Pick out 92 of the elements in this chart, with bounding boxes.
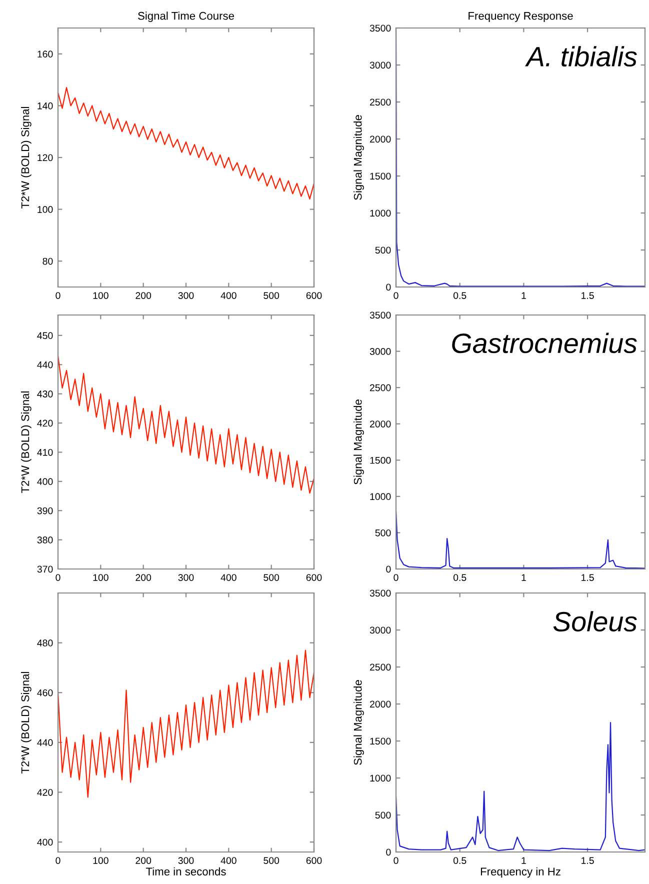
chart-title: Frequency Response xyxy=(468,12,573,22)
annotation: A. tibialis xyxy=(525,46,637,67)
x-tick-label: 500 xyxy=(264,292,280,299)
y-tick-label: 1000 xyxy=(370,493,391,500)
y-tick-label: 380 xyxy=(37,536,53,544)
y-tick-label: 140 xyxy=(38,102,53,110)
x-tick-label: 0.5 xyxy=(453,857,466,864)
x-tick-label: 500 xyxy=(264,857,280,864)
x-tick-label: 200 xyxy=(136,292,152,299)
y-tick-label: 1500 xyxy=(370,456,391,464)
y-tick-label: 80 xyxy=(42,258,53,265)
x-tick-label: 0 xyxy=(56,574,60,581)
x-tick-label: 100 xyxy=(93,574,108,581)
x-tick-label: 600 xyxy=(306,292,322,299)
x-tick-label: 300 xyxy=(178,574,194,581)
x-tick-label: 600 xyxy=(306,857,322,864)
y-tick-label: 420 xyxy=(37,420,53,427)
x-tick-label: 0 xyxy=(56,292,60,299)
y-tick-label: 370 xyxy=(37,566,53,573)
y-tick-label: 460 xyxy=(37,689,53,696)
x-tick-label: 1 xyxy=(522,574,526,581)
x-tick-label: 0.5 xyxy=(453,292,466,299)
y-tick-label: 2500 xyxy=(370,664,391,671)
y-tick-label: 500 xyxy=(375,812,391,819)
x-tick-label: 300 xyxy=(178,292,194,299)
y-axis-title: T2*W (BOLD) Signal xyxy=(21,106,32,208)
y-axis-title: T2*W (BOLD) Signal xyxy=(21,391,32,493)
y-tick-label: 3500 xyxy=(370,24,391,32)
x-tick-label: 100 xyxy=(93,857,108,864)
x-tick-label: 0 xyxy=(394,574,398,581)
x-tick-label: 0 xyxy=(394,292,398,299)
y-tick-label: 480 xyxy=(37,640,53,646)
chart-title: Signal Time Course xyxy=(138,12,234,22)
y-tick-label: 2000 xyxy=(370,136,391,143)
y-tick-label: 410 xyxy=(37,448,53,456)
x-tick-label: 600 xyxy=(306,574,322,581)
x-tick-label: 0 xyxy=(394,857,398,864)
x-tick-label: 100 xyxy=(93,292,108,299)
x-tick-label: 1 xyxy=(522,292,526,299)
y-tick-label: 2000 xyxy=(370,700,391,708)
y-tick-label: 2500 xyxy=(370,98,391,106)
y-axis-title: Signal Magnitude xyxy=(354,400,364,484)
line-series xyxy=(58,355,314,494)
x-tick-label: 300 xyxy=(178,857,194,864)
x-tick-label: 1.5 xyxy=(582,292,594,299)
x-tick-label: 1.5 xyxy=(582,857,594,864)
x-tick-label: 1.5 xyxy=(582,574,594,581)
x-tick-label: 400 xyxy=(220,292,236,299)
y-tick-label: 3500 xyxy=(370,590,391,597)
y-tick-label: 0 xyxy=(386,284,391,291)
x-tick-label: 400 xyxy=(220,857,236,864)
x-tick-label: 0.5 xyxy=(453,574,466,581)
y-axis-title: Signal Magnitude xyxy=(354,680,364,765)
y-tick-label: 1000 xyxy=(370,210,391,217)
x-axis-title: Time in seconds xyxy=(146,867,226,876)
annotation: Gastrocnemius xyxy=(452,332,637,354)
x-tick-label: 0 xyxy=(56,857,60,864)
x-tick-label: 200 xyxy=(136,857,152,864)
y-tick-label: 1500 xyxy=(370,738,391,745)
y-tick-label: 0 xyxy=(386,848,391,856)
annotation: Soleus xyxy=(553,611,637,632)
y-tick-label: 160 xyxy=(38,50,53,58)
x-tick-label: 500 xyxy=(264,574,280,581)
y-tick-label: 1500 xyxy=(370,172,391,180)
y-tick-label: 2500 xyxy=(370,384,391,392)
y-tick-label: 400 xyxy=(37,478,53,486)
y-tick-label: 500 xyxy=(375,246,391,254)
line-series xyxy=(58,87,314,200)
y-tick-label: 3500 xyxy=(370,312,391,319)
y-tick-label: 440 xyxy=(37,361,53,368)
y-tick-label: 400 xyxy=(37,838,53,846)
x-tick-label: 400 xyxy=(220,574,236,581)
x-axis-title: Frequency in Hz xyxy=(480,867,560,878)
y-tick-label: 2000 xyxy=(370,420,391,428)
y-axis-title: T2*W (BOLD) Signal xyxy=(21,672,32,774)
y-tick-label: 0 xyxy=(386,566,391,573)
y-tick-label: 440 xyxy=(37,739,53,746)
y-tick-label: 420 xyxy=(37,788,53,796)
y-tick-label: 430 xyxy=(37,390,53,398)
y-axis-title: Signal Magnitude xyxy=(354,115,364,200)
y-tick-label: 3000 xyxy=(370,348,391,355)
y-tick-label: 450 xyxy=(37,332,53,340)
y-tick-label: 120 xyxy=(38,154,53,162)
y-tick-label: 3000 xyxy=(370,62,391,69)
x-tick-label: 1 xyxy=(522,857,526,864)
y-tick-label: 3000 xyxy=(370,626,391,634)
line-series xyxy=(58,650,314,798)
y-tick-label: 390 xyxy=(37,507,53,514)
x-tick-label: 200 xyxy=(136,574,152,581)
y-tick-label: 100 xyxy=(38,206,53,213)
y-tick-label: 500 xyxy=(375,529,391,536)
y-tick-label: 1000 xyxy=(370,774,391,782)
